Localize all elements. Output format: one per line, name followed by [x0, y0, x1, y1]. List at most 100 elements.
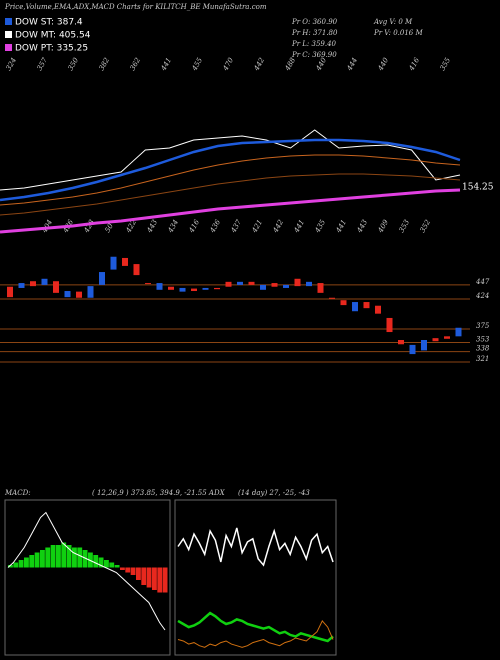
histogram-bar — [141, 567, 147, 585]
volume-label: 470 — [221, 56, 235, 73]
volume-label: 435 — [313, 218, 327, 235]
candle — [30, 281, 36, 287]
volume-label: 455 — [190, 56, 204, 73]
volume-label: 443 — [355, 218, 369, 235]
volume-label: 416 — [187, 218, 201, 235]
volume-label: 434 — [166, 218, 180, 234]
line-series — [177, 611, 334, 643]
candle — [145, 283, 151, 285]
y-tick-label: 321 — [476, 355, 489, 363]
y-tick-label: 447 — [475, 278, 490, 286]
histogram-bar — [18, 560, 24, 568]
histogram-bar — [114, 565, 120, 568]
histogram-bar — [136, 567, 141, 580]
candle — [340, 300, 347, 306]
volume-label: 441 — [159, 56, 173, 72]
histogram-bar — [8, 565, 13, 568]
histogram-bar — [98, 557, 104, 568]
histogram-bar — [56, 545, 61, 568]
info: Pr H: 371.80 — [291, 29, 338, 37]
volume-label: 442 — [252, 56, 266, 73]
volume-label: 421 — [250, 218, 264, 234]
end-label: 154.25 — [462, 183, 494, 193]
histogram-bar — [120, 567, 125, 570]
legend-swatch — [5, 18, 12, 25]
histogram-bar — [24, 557, 29, 568]
info: Pr C: 369.90 — [291, 51, 337, 59]
candle — [317, 283, 324, 293]
candle — [202, 287, 209, 290]
volume-label: 382 — [98, 56, 112, 72]
volume-label: 416 — [407, 56, 421, 73]
candle — [7, 286, 13, 298]
y-tick-label: 375 — [476, 322, 490, 330]
legend-swatch — [5, 44, 12, 51]
volume-label: 441 — [292, 218, 306, 234]
legend-entry: DOW PT: 335.25 — [15, 44, 88, 54]
adx-params: (14 day) 27, -25, -43 — [238, 489, 310, 497]
histogram-bar — [72, 547, 77, 568]
volume-label: 355 — [439, 56, 453, 72]
legend-swatch — [5, 31, 12, 38]
candle — [76, 291, 82, 298]
info: Pr L: 359.40 — [291, 40, 337, 48]
candle — [375, 305, 381, 314]
volume-label: 440 — [376, 56, 390, 73]
histogram-bar — [125, 567, 131, 573]
histogram-bar — [130, 567, 136, 575]
candle — [87, 286, 94, 298]
legend-entry: DOW ST: 387.4 — [15, 18, 83, 28]
line-series — [0, 129, 461, 191]
candle — [122, 257, 128, 266]
volume-label: 444 — [345, 56, 359, 72]
histogram-bar — [13, 562, 19, 568]
candle — [99, 272, 105, 285]
histogram-bar — [77, 547, 83, 568]
histogram-bar — [157, 567, 163, 593]
volume-label: 443 — [145, 218, 159, 235]
volume-label: 441 — [334, 218, 348, 234]
volume-label: 436 — [208, 218, 222, 235]
histogram-bar — [93, 555, 99, 568]
candle — [363, 302, 370, 309]
candle — [214, 287, 220, 290]
title: Price,Volume,EMA,ADX,MACD Charts for KIL… — [4, 3, 267, 11]
volume-label: 324 — [5, 56, 19, 72]
histogram-bar — [45, 547, 51, 568]
info: Avg V: 0 M — [373, 18, 413, 26]
candle — [421, 340, 427, 351]
candle — [306, 281, 312, 287]
legend-entry: DOW MT: 405.54 — [15, 31, 91, 41]
candle — [225, 281, 232, 287]
histogram-bar — [82, 550, 88, 568]
candle — [41, 278, 48, 285]
candle — [271, 283, 278, 287]
histogram-bar — [29, 555, 35, 568]
candle — [294, 278, 301, 287]
adx-frame — [174, 499, 337, 656]
candle — [133, 264, 140, 276]
candle — [352, 302, 358, 312]
candle — [409, 344, 416, 355]
volume-label: 352 — [419, 218, 433, 234]
histogram-bar — [162, 567, 168, 593]
histogram-bar — [50, 545, 56, 568]
candle — [53, 281, 59, 293]
volume-label: 442 — [271, 218, 285, 235]
volume-label: 350 — [67, 56, 81, 72]
histogram-bar — [66, 545, 72, 568]
candle — [432, 338, 439, 342]
volume-label: 357 — [36, 56, 50, 72]
histogram-bar — [40, 550, 45, 568]
macd-label: MACD: — [4, 489, 31, 497]
histogram-bar — [104, 560, 109, 568]
macd-params: ( 12,26,9 ) 373.85, 394.9, -21.55 ADX — [92, 489, 226, 497]
candle — [156, 283, 163, 290]
line-series — [0, 173, 461, 216]
y-tick-label: 424 — [475, 292, 489, 300]
y-tick-label: 338 — [476, 345, 490, 353]
histogram-bar — [109, 562, 115, 568]
candle — [179, 287, 186, 292]
candle — [191, 288, 197, 292]
